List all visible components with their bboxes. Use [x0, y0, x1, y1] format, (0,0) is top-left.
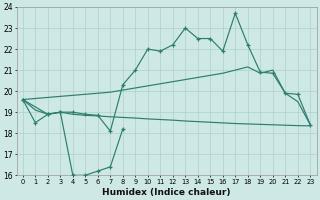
X-axis label: Humidex (Indice chaleur): Humidex (Indice chaleur) — [102, 188, 231, 197]
